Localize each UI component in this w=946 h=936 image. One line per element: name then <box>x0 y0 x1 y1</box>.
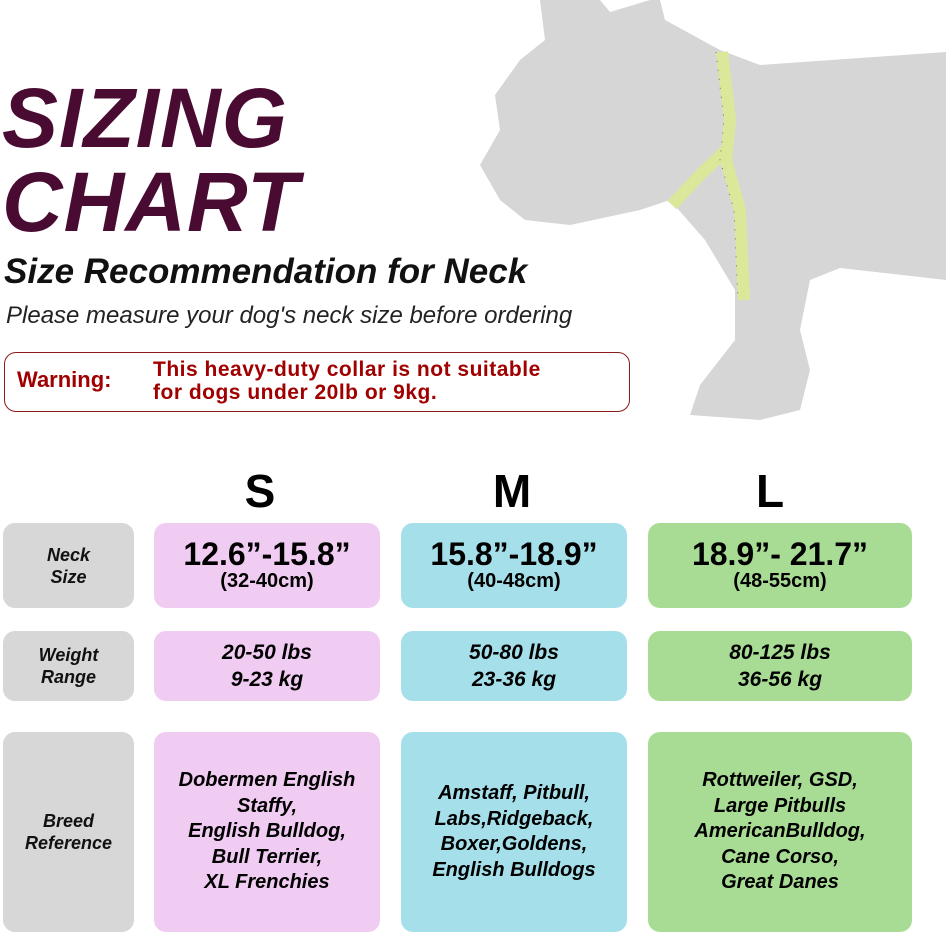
label-text: Neck <box>46 544 91 565</box>
weight-kg: 36-56 kg <box>737 668 823 691</box>
size-header-l: L <box>755 465 785 517</box>
neck-inches: 18.9”- 21.7” <box>691 536 869 572</box>
weight-range-m: 50-80 lbs 23-36 kg <box>401 631 627 701</box>
neck-size-l: 18.9”- 21.7” (48-55cm) <box>648 523 912 608</box>
breed-line: Boxer,Goldens, <box>440 833 588 855</box>
label-text: Size <box>50 566 87 587</box>
breed-line: Rottweiler, GSD, <box>702 769 858 792</box>
warning-line: This heavy-duty collar is not suitable <box>153 358 541 381</box>
row-label-breed: Breed Reference <box>3 732 134 932</box>
neck-cm: (48-55cm) <box>733 570 827 592</box>
breed-line: Amstaff, Pitbull, <box>438 782 590 804</box>
weight-kg: 9-23 kg <box>230 668 304 691</box>
warning-box: Warning: This heavy-duty collar is not s… <box>4 352 630 412</box>
breed-reference-s: Dobermen English Staffy, English Bulldog, B… <box>154 732 380 932</box>
size-header-s: S <box>244 465 276 517</box>
breed-line: Bull Terrier, <box>211 845 323 868</box>
breed-line: Cane Corso, <box>721 845 839 868</box>
weight-kg: 23-36 kg <box>471 668 557 691</box>
weight-range-s: 20-50 lbs 9-23 kg <box>154 631 380 701</box>
breed-line: Staffy, <box>236 794 298 817</box>
label-text: Range <box>40 667 96 687</box>
breed-line: Labs,Ridgeback, <box>434 807 594 830</box>
breed-line: English Bulldog, <box>188 820 346 843</box>
neck-inches: 15.8”-18.9” <box>430 536 598 572</box>
neck-inches: 12.6”-15.8” <box>183 536 351 572</box>
measure-note: Please measure your dog's neck size befo… <box>6 302 573 329</box>
breed-reference-m: Amstaff, Pitbull, Labs,Ridgeback, Boxer,Go… <box>401 732 627 932</box>
label-text: Breed <box>42 811 95 831</box>
row-label-neck: Neck Size <box>3 523 134 608</box>
title-line-2: CHART <box>2 155 300 249</box>
breed-line: Dobermen English <box>178 769 356 792</box>
neck-cm: (32-40cm) <box>220 570 314 592</box>
breed-line: Great Danes <box>721 871 839 894</box>
breed-line: XL Frenchies <box>204 871 330 894</box>
breed-line: AmericanBulldog, <box>694 820 866 843</box>
label-text: Weight <box>38 645 99 665</box>
weight-lbs: 50-80 lbs <box>469 641 559 664</box>
breed-reference-l: Rottweiler, GSD, Large Pitbulls AmericanBu… <box>648 732 912 932</box>
label-text: Reference <box>24 833 113 853</box>
title-line-1: SIZING <box>2 71 289 165</box>
warning-message: This heavy-duty collar is not suitable f… <box>153 358 541 404</box>
weight-lbs: 20-50 lbs <box>222 641 312 664</box>
breed-line: English Bulldogs <box>432 858 596 881</box>
breed-line: Large Pitbulls <box>713 794 847 817</box>
weight-range-l: 80-125 lbs 36-56 kg <box>648 631 912 701</box>
size-header-m: M <box>492 465 532 517</box>
neck-cm: (40-48cm) <box>467 570 561 592</box>
weight-lbs: 80-125 lbs <box>729 641 831 664</box>
neck-size-s: 12.6”-15.8” (32-40cm) <box>154 523 380 608</box>
subtitle: Size Recommendation for Neck <box>4 252 528 291</box>
neck-size-m: 15.8”-18.9” (40-48cm) <box>401 523 627 608</box>
row-label-weight: Weight Range <box>3 631 134 701</box>
warning-line: for dogs under 20lb or 9kg. <box>153 381 438 404</box>
warning-label: Warning: <box>17 367 112 392</box>
